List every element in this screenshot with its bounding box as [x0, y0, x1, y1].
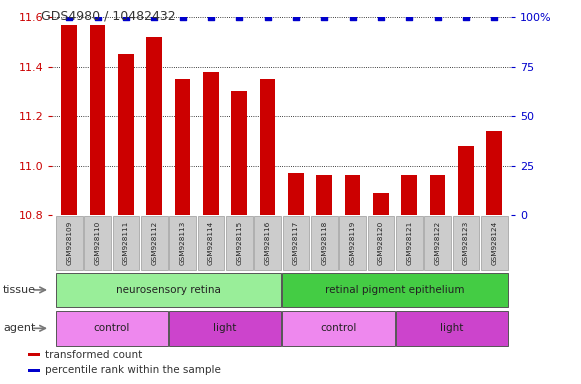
Text: GSM928121: GSM928121 — [406, 221, 413, 265]
Bar — [424, 216, 451, 270]
Text: GSM928115: GSM928115 — [236, 221, 242, 265]
Bar — [90, 25, 105, 215]
Bar — [396, 216, 422, 270]
Bar — [198, 216, 224, 270]
Bar — [113, 216, 139, 270]
Bar — [345, 175, 360, 215]
Text: agent: agent — [3, 323, 35, 333]
Point — [206, 14, 216, 20]
Bar — [282, 311, 394, 346]
Text: GSM928123: GSM928123 — [463, 221, 469, 265]
Text: GSM928124: GSM928124 — [492, 221, 497, 265]
Point — [320, 14, 329, 20]
Text: GSM928120: GSM928120 — [378, 221, 384, 265]
Text: tissue: tissue — [3, 285, 36, 295]
Text: light: light — [440, 323, 464, 333]
Bar — [141, 216, 167, 270]
Text: GSM928116: GSM928116 — [264, 221, 271, 265]
Text: neurosensory retina: neurosensory retina — [116, 285, 221, 295]
Bar — [28, 369, 40, 372]
Text: GSM928110: GSM928110 — [95, 221, 101, 265]
Point — [150, 14, 159, 20]
Bar — [260, 79, 275, 215]
Text: GSM928117: GSM928117 — [293, 221, 299, 265]
Bar — [486, 131, 502, 215]
Text: GSM928113: GSM928113 — [180, 221, 185, 265]
Text: GDS4980 / 10482432: GDS4980 / 10482432 — [41, 10, 175, 23]
Point — [263, 14, 272, 20]
Bar — [118, 55, 134, 215]
Point — [291, 14, 300, 20]
Text: GSM928109: GSM928109 — [66, 221, 72, 265]
Point — [433, 14, 442, 20]
Point — [461, 14, 471, 20]
Bar — [282, 273, 508, 307]
Text: GSM928114: GSM928114 — [208, 221, 214, 265]
Bar — [175, 79, 191, 215]
Bar — [339, 216, 366, 270]
Bar — [231, 91, 247, 215]
Text: transformed count: transformed count — [45, 350, 142, 360]
Text: control: control — [320, 323, 357, 333]
Point — [235, 14, 244, 20]
Bar — [396, 311, 508, 346]
Text: GSM928118: GSM928118 — [321, 221, 327, 265]
Point — [64, 14, 74, 20]
Point — [93, 14, 102, 20]
Text: percentile rank within the sample: percentile rank within the sample — [45, 365, 221, 376]
Bar — [458, 146, 474, 215]
Bar — [28, 353, 40, 356]
Bar — [430, 175, 446, 215]
Text: GSM928112: GSM928112 — [151, 221, 157, 265]
Point — [376, 14, 386, 20]
Point — [348, 14, 357, 20]
Bar — [56, 311, 168, 346]
Bar — [453, 216, 479, 270]
Bar — [169, 311, 281, 346]
Bar — [203, 72, 218, 215]
Bar — [169, 216, 196, 270]
Bar — [84, 216, 111, 270]
Bar — [311, 216, 338, 270]
Bar — [56, 273, 281, 307]
Bar — [226, 216, 253, 270]
Bar — [56, 216, 83, 270]
Point — [178, 14, 187, 20]
Bar — [368, 216, 394, 270]
Bar — [282, 216, 309, 270]
Text: GSM928122: GSM928122 — [435, 221, 440, 265]
Point — [490, 14, 499, 20]
Bar — [317, 175, 332, 215]
Text: retinal pigment epithelium: retinal pigment epithelium — [325, 285, 465, 295]
Bar — [146, 37, 162, 215]
Bar — [373, 193, 389, 215]
Text: GSM928111: GSM928111 — [123, 221, 129, 265]
Text: GSM928119: GSM928119 — [350, 221, 356, 265]
Bar — [62, 25, 77, 215]
Point — [121, 14, 131, 20]
Bar — [288, 173, 304, 215]
Bar — [254, 216, 281, 270]
Text: light: light — [213, 323, 237, 333]
Point — [404, 14, 414, 20]
Text: control: control — [94, 323, 130, 333]
Bar — [481, 216, 508, 270]
Bar — [401, 175, 417, 215]
